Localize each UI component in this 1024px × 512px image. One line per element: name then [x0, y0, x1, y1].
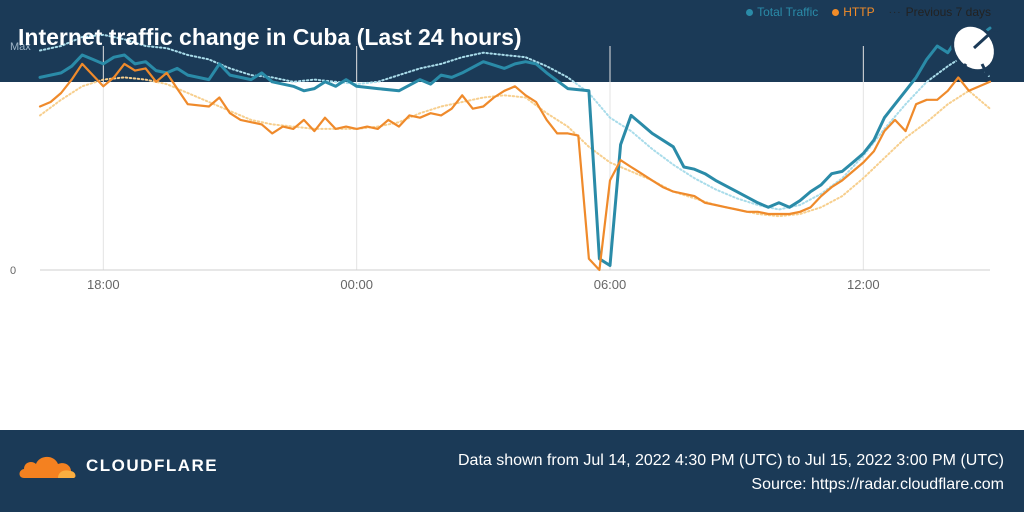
- series-line-http-prev: [39, 76, 991, 218]
- legend-item-http[interactable]: HTTP: [832, 5, 875, 19]
- date-range-text: Data shown from Jul 14, 2022 4:30 PM (UT…: [457, 452, 1004, 469]
- traffic-chart: 18:00 00:00 06:00 12:00 0 Max: [10, 26, 992, 292]
- chart-title: Internet traffic change in Cuba (Last 24…: [18, 24, 522, 50]
- legend-label: Total Traffic: [757, 5, 819, 19]
- legend-label: HTTP: [843, 5, 875, 19]
- series-line-total-prev: [39, 33, 991, 211]
- x-tick-label: 00:00: [340, 277, 373, 292]
- legend-dot-icon: [832, 8, 840, 16]
- cloudflare-cloud-icon: [19, 456, 76, 478]
- chart-legend: Total Traffic HTTP ··· Previous 7 days: [746, 5, 991, 19]
- satellite-dish-icon: [951, 23, 1000, 77]
- y-tick-label: 0: [10, 265, 16, 277]
- x-tick-label: 18:00: [87, 277, 120, 292]
- y-tick-label: Max: [10, 41, 31, 53]
- legend-dot-icon: [746, 8, 754, 16]
- series-line-http: [38, 62, 992, 272]
- source-text: Source: https://radar.cloudflare.com: [751, 476, 1004, 493]
- header-band: [0, 0, 1024, 82]
- legend-label: Previous 7 days: [905, 5, 991, 19]
- legend-item-previous-7-days[interactable]: ··· Previous 7 days: [889, 5, 991, 19]
- footer-band: CLOUDFLARE Data shown from Jul 14, 2022 …: [0, 430, 1024, 512]
- x-tick-label: 12:00: [847, 277, 880, 292]
- x-tick-label: 06:00: [594, 277, 627, 292]
- dotted-line-icon: ···: [888, 6, 902, 18]
- legend-item-total-traffic[interactable]: Total Traffic: [746, 5, 818, 19]
- series-line-total: [38, 26, 992, 267]
- cloudflare-logo[interactable]: CLOUDFLARE: [18, 452, 218, 480]
- brand-name: CLOUDFLARE: [86, 456, 219, 475]
